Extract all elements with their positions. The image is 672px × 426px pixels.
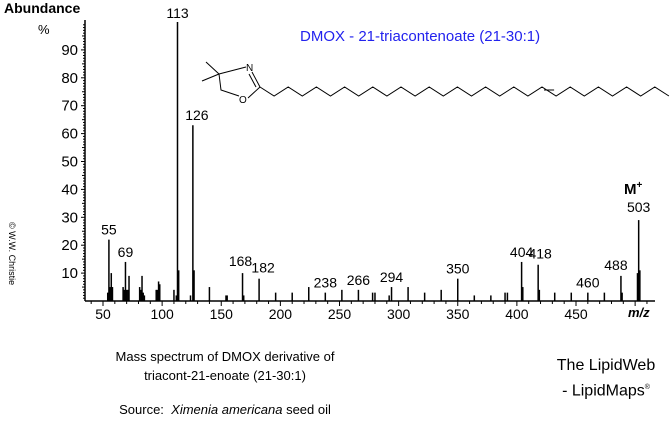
peak-label-182: 182 xyxy=(251,260,275,276)
caption-line-2: triacont-21-enoate (21-30:1) xyxy=(144,368,306,383)
y-axis-unit: % xyxy=(38,22,50,37)
peak-label-266: 266 xyxy=(347,272,371,288)
x-tick-label: 350 xyxy=(446,306,470,322)
y-tick-label: 70 xyxy=(61,98,78,115)
x-tick-label: 100 xyxy=(150,306,174,322)
y-axis-title: Abundance xyxy=(4,0,81,16)
x-tick-label: 50 xyxy=(95,306,111,322)
caption-line-1: Mass spectrum of DMOX derivative of xyxy=(115,349,335,364)
peak-label-404: 404 xyxy=(510,244,534,260)
brand-line-1: The LipidWeb xyxy=(556,357,656,374)
peak-label-55: 55 xyxy=(101,222,117,238)
copyright-notice: © W.W. Christie xyxy=(7,222,17,286)
peak-label-168: 168 xyxy=(229,253,253,269)
spectrum-peaks xyxy=(106,22,641,301)
y-tick-label: 80 xyxy=(61,70,78,87)
source-note: Source: Ximenia americana seed oil xyxy=(119,402,331,417)
peak-label-503: 503 xyxy=(627,199,651,215)
chart-axes: 10 20 30 40 50 60 70 80 90 50 100 150 200 250 300 350 40… xyxy=(61,20,655,322)
y-tick-label: 50 xyxy=(61,154,78,171)
peak-label-418: 418 xyxy=(528,246,552,262)
peak-label-488: 488 xyxy=(604,257,628,273)
peak-label-126: 126 xyxy=(185,107,209,123)
chart-title: DMOX - 21-triacontenoate (21-30:1) xyxy=(300,28,541,45)
atom-oxygen: O xyxy=(239,95,247,106)
y-tick-label: 60 xyxy=(61,126,78,143)
y-tick-label: 90 xyxy=(61,42,78,59)
x-tick-label: 400 xyxy=(505,306,529,322)
y-tick-label: 30 xyxy=(61,209,78,226)
peak-label-113: 113 xyxy=(166,5,189,21)
y-tick-label: 10 xyxy=(61,265,78,282)
peak-label-294: 294 xyxy=(380,269,404,285)
x-axis-label: m/z xyxy=(628,305,650,320)
x-tick-label: 450 xyxy=(564,306,588,322)
molecular-ion-label: M+ xyxy=(624,180,643,198)
peak-label-350: 350 xyxy=(446,261,470,277)
chemical-structure: NO xyxy=(201,61,670,106)
source-species: Ximenia americana xyxy=(171,402,283,417)
atom-nitrogen: N xyxy=(246,63,253,74)
x-tick-label: 300 xyxy=(387,306,411,322)
brand-line-2: - LipidMaps® xyxy=(562,382,650,400)
peak-label-460: 460 xyxy=(576,275,600,291)
y-tick-label: 40 xyxy=(61,181,78,198)
x-tick-label: 250 xyxy=(328,306,352,322)
y-tick-label: 20 xyxy=(61,237,78,254)
peak-label-69: 69 xyxy=(118,244,134,260)
peak-label-238: 238 xyxy=(314,275,338,291)
x-tick-label: 150 xyxy=(210,306,234,322)
x-tick-label: 200 xyxy=(269,306,293,322)
branding: The LipidWeb - LipidMaps® xyxy=(540,355,672,402)
figure-caption: Mass spectrum of DMOX derivative of tria… xyxy=(80,347,370,385)
alkyl-chain xyxy=(259,86,670,97)
